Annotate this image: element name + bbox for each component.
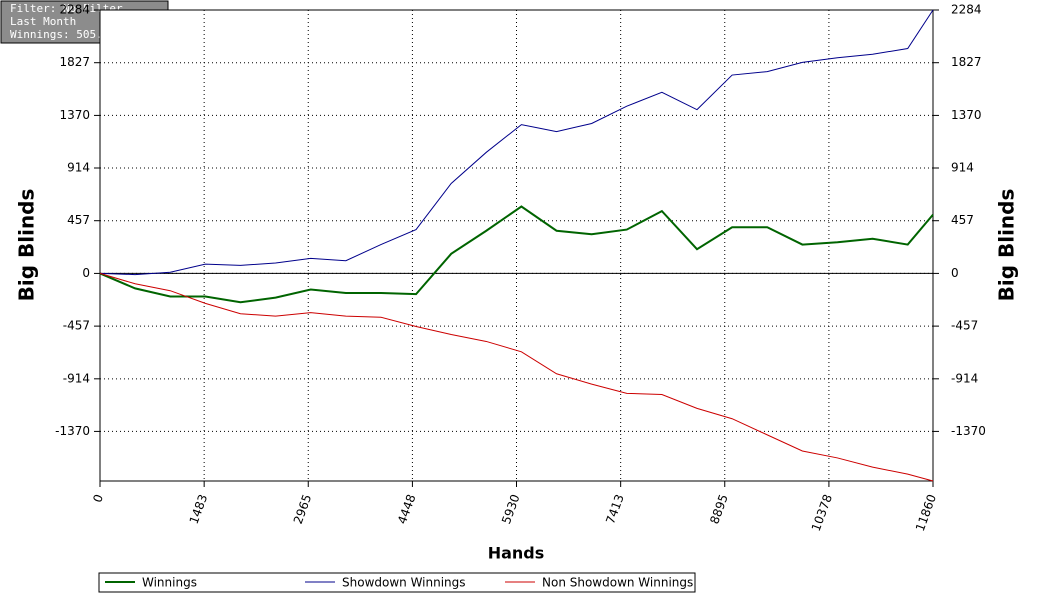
y-tick-label: 1370 bbox=[59, 108, 90, 122]
x-tick-label: 7413 bbox=[603, 492, 627, 525]
y2-tick-label: -457 bbox=[951, 319, 978, 333]
y-tick-label: -457 bbox=[63, 319, 90, 333]
y-tick-label: 0 bbox=[82, 266, 90, 280]
y-tick-label: -1370 bbox=[55, 424, 90, 438]
y2-tick-label: 1370 bbox=[951, 108, 982, 122]
series-line bbox=[99, 9, 934, 276]
y2-axis-label: Big Blinds bbox=[995, 189, 1019, 302]
legend-label: Winnings bbox=[142, 576, 197, 590]
x-tick-label: 8895 bbox=[707, 492, 731, 525]
y2-tick-label: 1827 bbox=[951, 55, 982, 69]
y2-tick-label: 914 bbox=[951, 160, 974, 174]
x-tick-label: 10378 bbox=[809, 492, 835, 533]
series-line bbox=[99, 272, 934, 482]
legend-label: Non Showdown Winnings bbox=[542, 576, 693, 590]
legend-box bbox=[98, 572, 696, 593]
legend-label: Showdown Winnings bbox=[342, 576, 466, 590]
x-tick-label: 5930 bbox=[499, 492, 523, 525]
y-tick-label: -914 bbox=[63, 371, 90, 385]
x-tick-label: 1483 bbox=[187, 492, 211, 525]
x-tick-label: 0 bbox=[90, 492, 106, 504]
y2-tick-label: 2284 bbox=[951, 3, 982, 17]
y-tick-label: 1827 bbox=[59, 55, 90, 69]
y-axis-label: Big Blinds bbox=[15, 189, 39, 302]
info-line: Filter: No Filter bbox=[10, 2, 123, 15]
y2-tick-label: -1370 bbox=[951, 424, 986, 438]
y-tick-label: 914 bbox=[67, 160, 90, 174]
y-tick-label: 2284 bbox=[59, 3, 90, 17]
x-tick-label: 2965 bbox=[291, 492, 315, 525]
y-tick-label: 457 bbox=[67, 213, 90, 227]
x-tick-label: 11860 bbox=[913, 492, 939, 533]
x-axis-label: Hands bbox=[488, 544, 545, 563]
y2-tick-label: 0 bbox=[951, 266, 959, 280]
series-line bbox=[99, 205, 934, 304]
y2-tick-label: 457 bbox=[951, 213, 974, 227]
x-tick-label: 4448 bbox=[395, 492, 419, 525]
info-line: Last Month bbox=[10, 15, 76, 28]
y2-tick-label: -914 bbox=[951, 371, 978, 385]
